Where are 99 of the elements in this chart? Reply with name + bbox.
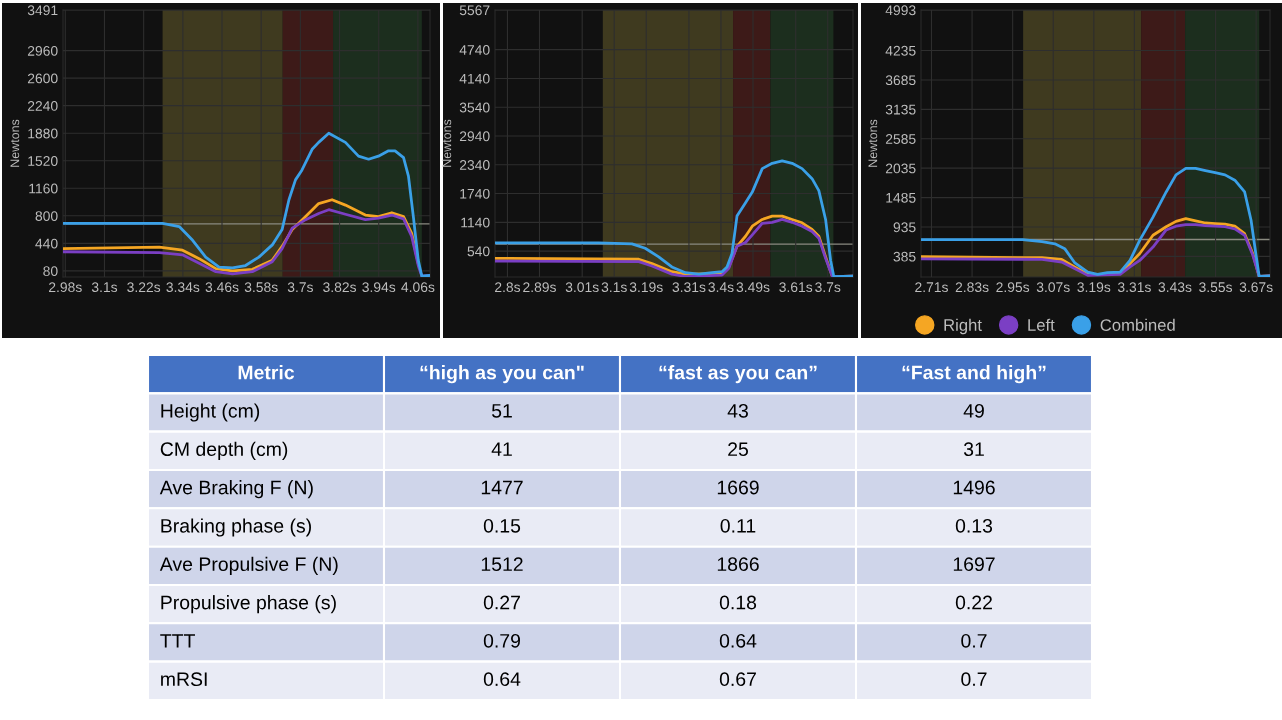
y-tick-label: Braking phase (s) — [161, 518, 311, 537]
data-label: 49 — [963, 403, 984, 418]
data-label: 0.79 — [483, 633, 520, 648]
x-tick-label: 3.43s — [1158, 282, 1192, 293]
y-tick-label: 3685 — [885, 75, 916, 86]
y-axis-title: Newtons — [442, 119, 452, 167]
x-tick-label: 2.83s — [955, 282, 989, 293]
data-label: 41 — [491, 442, 512, 456]
y-tick-label: 2240 — [27, 101, 58, 111]
x-tick-label: 3.94s — [362, 282, 396, 293]
y-tick-label: 80 — [43, 266, 58, 277]
x-tick-label: 4.06s — [401, 282, 435, 293]
y-tick-label: mRSI — [161, 672, 207, 687]
y-tick-label: 4140 — [459, 73, 490, 84]
data-label: 0.64 — [719, 633, 757, 648]
x-tick-label: 2.98s — [49, 282, 82, 293]
y-tick-label: 800 — [35, 211, 58, 221]
x-tick-label: 3.1s — [91, 282, 118, 293]
x-tick-label: 3.46s — [205, 282, 239, 293]
x-tick-label: 3.58s — [244, 282, 278, 293]
x-tick-label: “fast as you can” — [659, 365, 817, 384]
x-tick-label: “high as you can" — [420, 365, 584, 384]
y-tick-label: 4993 — [885, 5, 916, 16]
y-tick-label: 385 — [893, 251, 916, 262]
y-tick-label: 4235 — [885, 45, 916, 56]
legend-label: Right — [944, 318, 982, 335]
data-label: 1496 — [953, 480, 995, 495]
y-tick-label: Ave Braking F (N) — [159, 480, 313, 499]
y-tick-label: CM depth (cm) — [160, 441, 288, 460]
data-label: 0.18 — [719, 595, 757, 610]
x-tick-label: 3.31s — [1117, 282, 1151, 293]
y-tick-label: Height (cm) — [161, 403, 260, 422]
data-label: 1512 — [481, 557, 523, 572]
x-tick-label: 3.19s — [1077, 282, 1111, 293]
data-label: 31 — [963, 442, 984, 457]
x-tick-label: 3.31s — [672, 282, 706, 293]
x-tick-label: 3.1s — [601, 282, 627, 293]
y-tick-label: Ave Propulsive F (N) — [159, 556, 338, 575]
x-tick-label: 3.55s — [1199, 282, 1233, 293]
x-tick-label: 2.89s — [523, 282, 556, 293]
data-label: 0.15 — [483, 518, 521, 533]
data-label: 43 — [727, 403, 748, 418]
x-tick-label: 3.82s — [323, 282, 357, 293]
y-tick-label: 540 — [467, 246, 490, 257]
data-label: 1866 — [717, 557, 759, 572]
data-label: 0.64 — [483, 672, 521, 687]
y-axis-title: Newtons — [868, 119, 878, 167]
data-label: 0.27 — [483, 595, 520, 610]
x-tick-label: 3.67s — [1239, 282, 1273, 293]
y-axis-title: Newtons — [10, 119, 20, 167]
y-tick-label: 1740 — [460, 188, 490, 199]
y-tick-label: 2340 — [459, 160, 490, 170]
data-label: 0.7 — [961, 672, 987, 687]
y-tick-label: 2940 — [459, 131, 490, 142]
data-label: 0.7 — [961, 633, 987, 648]
x-tick-label: 3.7s — [287, 282, 313, 293]
legend-label: Left — [1028, 318, 1055, 331]
x-tick-label: 3.4s — [708, 282, 734, 293]
x-tick-label: “Fast and high” — [902, 365, 1046, 384]
data-label: 25 — [728, 442, 748, 457]
x-tick-label: 3.01s — [565, 282, 599, 293]
y-tick-label: 3540 — [459, 102, 490, 113]
x-tick-label: 2.95s — [996, 282, 1030, 293]
data-label: 0.13 — [955, 518, 993, 533]
y-tick-label: 5567 — [459, 5, 490, 16]
y-tick-label: 2960 — [27, 45, 58, 56]
y-tick-label: 2585 — [885, 134, 916, 144]
data-label: 0.67 — [719, 672, 756, 687]
y-tick-label: 1520 — [28, 156, 58, 166]
x-tick-label: 3.61s — [779, 282, 813, 293]
x-tick-label: 3.49s — [736, 282, 770, 293]
data-label: 0.11 — [720, 518, 756, 533]
data-label: 1697 — [953, 557, 995, 572]
x-tick-label: 3.7s — [815, 282, 841, 293]
y-axis-title: Metric — [238, 365, 295, 380]
y-tick-label: 440 — [35, 238, 58, 249]
x-tick-label: 3.19s — [629, 282, 663, 293]
y-tick-label: 3491 — [27, 5, 58, 16]
legend-label: Combined — [1100, 318, 1175, 331]
x-tick-label: 3.22s — [127, 282, 161, 293]
y-tick-label: 1160 — [29, 183, 58, 194]
y-tick-label: 4740 — [459, 45, 490, 55]
y-tick-label: 1485 — [886, 192, 916, 203]
y-tick-label: TTT — [160, 634, 195, 648]
x-tick-label: 3.07s — [1036, 282, 1070, 293]
data-label: 0.22 — [955, 595, 992, 610]
data-label: 51 — [491, 404, 512, 418]
x-tick-label: 2.71s — [915, 282, 948, 293]
y-tick-label: 2035 — [885, 163, 916, 174]
data-label: 1669 — [717, 480, 759, 495]
data-label: 1477 — [481, 480, 523, 495]
x-tick-label: 3.34s — [166, 282, 200, 293]
x-tick-label: 2.8s — [495, 282, 521, 293]
y-tick-label: 3135 — [885, 104, 916, 115]
y-tick-label: 2600 — [27, 73, 58, 84]
y-tick-label: 1880 — [28, 128, 58, 139]
y-tick-label: Propulsive phase (s) — [161, 595, 336, 614]
y-tick-label: 935 — [893, 222, 916, 233]
y-tick-label: 1140 — [461, 217, 490, 228]
